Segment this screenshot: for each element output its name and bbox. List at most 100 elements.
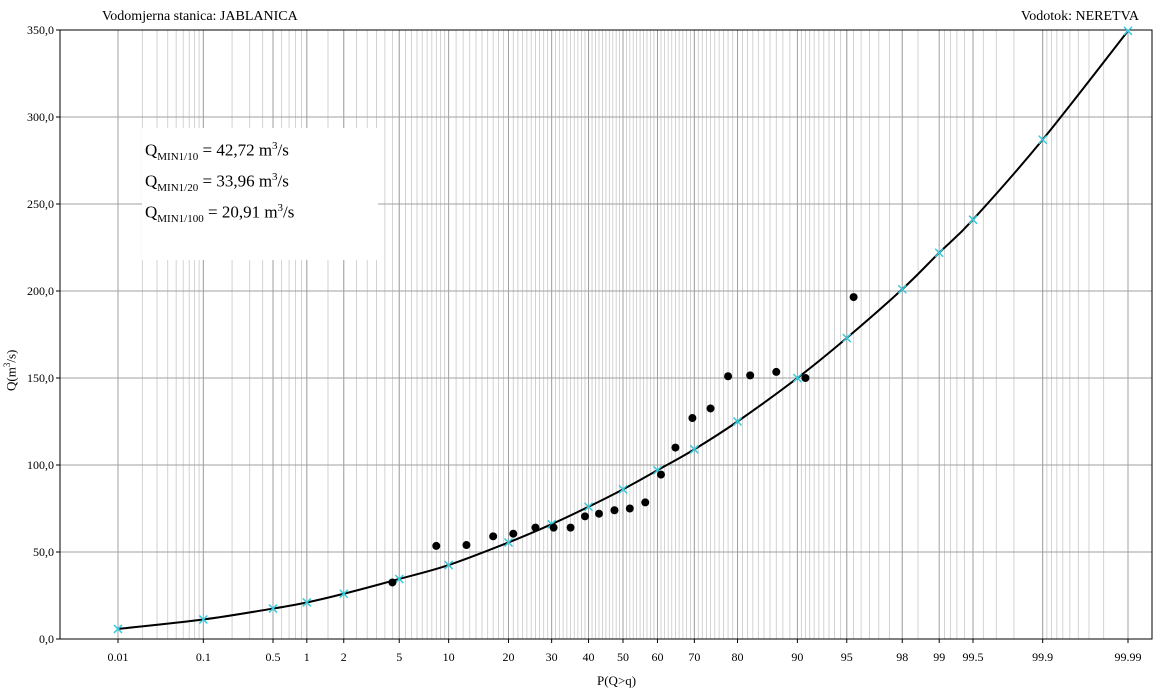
observed-point	[772, 367, 781, 376]
y-tick-label: 50,0	[33, 545, 54, 559]
observed-point	[610, 506, 619, 515]
fitted-marker	[897, 284, 907, 294]
observed-point	[706, 404, 715, 413]
x-tick-label: 99	[933, 650, 945, 664]
x-tick-label: 1	[304, 650, 310, 664]
observed-point	[641, 498, 650, 507]
observed-point	[509, 529, 518, 538]
observed-point	[671, 443, 680, 452]
fitted-marker	[302, 597, 312, 607]
x-tick-label: 99.9	[1032, 650, 1053, 664]
fitted-marker-stroke	[198, 614, 208, 625]
y-tick-label: 300,0	[27, 110, 54, 124]
fitted-marker-stroke	[689, 444, 699, 454]
fitted-marker-stroke	[618, 484, 628, 494]
x-tick-label: 0.01	[108, 650, 129, 664]
y-axis-label: Q(m3/s)	[2, 349, 19, 391]
fitted-marker-stroke	[584, 502, 594, 512]
observed-point	[724, 372, 733, 381]
observed-point	[746, 371, 755, 380]
y-tick-label: 0,0	[39, 632, 54, 646]
fitted-marker	[268, 604, 278, 614]
x-tick-label: 20	[502, 650, 514, 664]
observed-point	[625, 504, 634, 513]
river-title: Vodotok: NERETVA	[1020, 9, 1139, 24]
observed-point	[432, 541, 441, 550]
observed-point	[657, 470, 666, 479]
axes	[56, 29, 1153, 643]
observed-point	[489, 532, 498, 541]
x-tick-label: 40	[583, 650, 595, 664]
x-tick-label: 70	[688, 650, 700, 664]
quantile-info-box: QMIN1/10 = 42,72 m3/s QMIN1/20 = 33,96 m…	[142, 128, 378, 260]
x-tick-label: 30	[546, 650, 558, 664]
y-tick-label: 100,0	[27, 458, 54, 472]
observed-point	[849, 293, 858, 302]
observed-point	[688, 414, 697, 423]
x-tick-label: 80	[732, 650, 744, 664]
x-tick-label: 50	[617, 650, 629, 664]
plot-frame	[59, 29, 1153, 640]
fitted-marker	[618, 484, 628, 494]
fitted-marker-stroke	[968, 215, 978, 225]
fitted-marker	[198, 614, 208, 625]
x-tick-label: 10	[443, 650, 455, 664]
fitted-marker-stroke	[394, 574, 404, 584]
fitted-marker-stroke	[444, 560, 454, 570]
tick-labels: 0,0 50,0 100,0 150,0 200,0 250,0 300,0 350,0 0.0…	[27, 23, 1142, 664]
x-tick-label: 5	[396, 650, 402, 664]
x-tick-label: 99.5	[962, 650, 983, 664]
x-tick-label: 0.1	[196, 650, 211, 664]
fitted-marker-stroke	[934, 248, 944, 258]
fitted-marker-stroke	[842, 333, 852, 343]
fitted-marker	[732, 416, 743, 427]
fitted-marker-stroke	[652, 465, 662, 475]
y-tick-label: 150,0	[27, 371, 54, 385]
fitted-marker-stroke	[113, 624, 123, 634]
fitted-marker-stroke	[339, 589, 349, 599]
x-tick-label: 98	[896, 650, 908, 664]
fitted-marker	[792, 373, 802, 383]
fitted-marker	[394, 574, 404, 584]
observed-point	[531, 523, 540, 532]
fitted-marker	[1123, 26, 1133, 36]
info-line-q100: QMIN1/100 = 20,91 m3/s	[145, 202, 295, 226]
observed-point	[801, 374, 810, 382]
info-line-q10: QMIN1/10 = 42,72 m3/s	[145, 140, 289, 164]
fitted-marker-stroke	[302, 597, 312, 607]
fitted-marker-stroke	[792, 373, 802, 383]
fitted-marker-stroke	[268, 604, 278, 614]
observed-point	[580, 512, 589, 521]
observed-point	[595, 509, 604, 518]
x-tick-label: 60	[651, 650, 663, 664]
x-axis-label: P(Q>q)	[597, 673, 637, 688]
fitted-marker-stroke	[503, 537, 514, 547]
fitted-marker-stroke	[1123, 26, 1133, 36]
grid-lines	[60, 29, 1152, 640]
x-tick-label: 2	[341, 650, 347, 664]
observed-point	[566, 523, 575, 532]
fitted-marker	[1038, 135, 1048, 145]
info-line-q20: QMIN1/20 = 33,96 m3/s	[145, 171, 289, 195]
x-tick-label: 99.99	[1115, 650, 1142, 664]
fitted-marker	[339, 589, 349, 599]
fitted-marker-stroke	[897, 284, 907, 294]
fitted-marker	[503, 537, 514, 547]
observed-point	[462, 541, 471, 550]
x-tick-label: 0.5	[266, 650, 281, 664]
fitted-marker	[689, 444, 699, 454]
y-tick-label: 250,0	[27, 197, 54, 211]
observed-points	[388, 293, 858, 587]
station-title: Vodomjerna stanica: JABLANICA	[102, 9, 298, 24]
fitted-markers	[113, 26, 1133, 634]
fitted-marker	[968, 215, 978, 225]
fitted-marker	[934, 248, 944, 258]
fitted-marker-stroke	[1038, 135, 1048, 145]
y-tick-label: 350,0	[27, 23, 54, 37]
y-tick-label: 200,0	[27, 284, 54, 298]
x-tick-label: 90	[791, 650, 803, 664]
x-tick-label: 95	[841, 650, 853, 664]
fitted-marker	[113, 624, 123, 634]
fitted-marker-stroke	[732, 416, 743, 427]
